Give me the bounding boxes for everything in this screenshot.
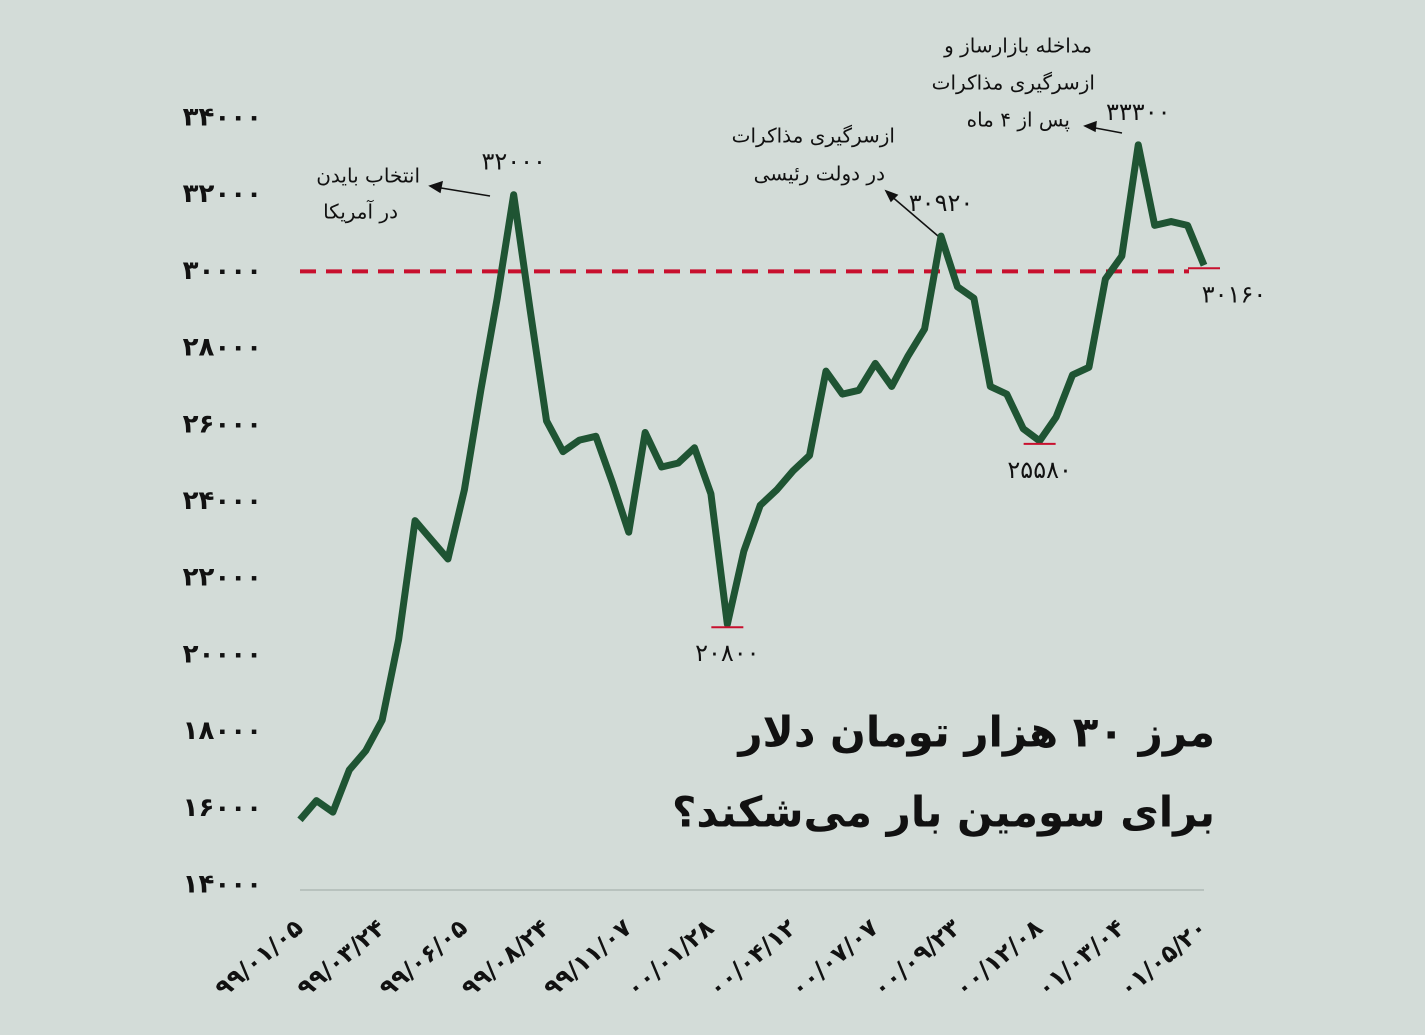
data-label: ۲۵۵۸۰ [1007,456,1071,484]
line [297,141,1208,823]
annotation: ازسرگیری مذاکرات [932,71,1095,95]
data-label: ۳۲۰۰۰ [481,148,545,176]
annotation: مداخله بازارساز و [943,34,1092,58]
y-tick-label: ۲۶۰۰۰ [183,409,262,439]
y-tick-label: ۳۲۰۰۰ [183,179,262,209]
y-tick-label: ۱۴۰۰۰ [183,870,262,900]
data-label: ۳۳۳۰۰ [1106,98,1170,126]
y-tick-label: ۳۴۰۰۰ [183,103,262,133]
annotation: پس از ۴ ماه [967,108,1070,133]
y-tick-label: ۳۰۰۰۰ [183,256,262,286]
y-tick-label: ۱۶۰۰۰ [183,793,262,823]
y-tick-label: ۲۲۰۰۰ [183,563,262,593]
annotation-arrows [428,120,1123,237]
data-label: ۳۰۹۲۰ [909,189,973,217]
chart-title: مرز ۳۰ هزار تومان دلار [736,708,1215,758]
data-label: ۳۰۱۶۰ [1202,280,1266,308]
chart-title: برای سومین بار می‌شکند؟ [672,788,1215,838]
y-tick-label: ۲۴۰۰۰ [183,486,262,516]
y-tick-label: ۲۸۰۰۰ [183,333,262,363]
annotation: انتخاب بایدن [316,164,420,188]
annotation: ازسرگیری مذاکرات [732,124,895,148]
annotation: در آمریکا [323,199,398,224]
annotation: در دولت رئیسی [754,162,885,186]
y-tick-label: ۱۸۰۰۰ [183,716,262,746]
data-label: ۲۰۸۰۰ [695,639,759,667]
y-tick-label: ۲۰۰۰۰ [183,639,262,669]
